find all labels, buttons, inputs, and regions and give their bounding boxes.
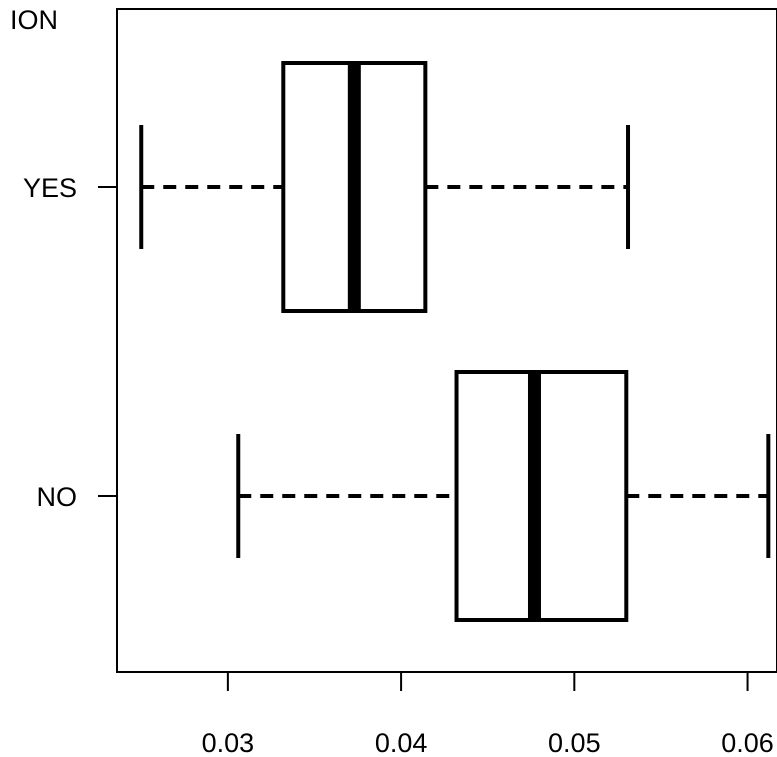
box-no — [236, 370, 771, 622]
y-tick-label: NO — [37, 482, 78, 512]
iqr-box — [454, 370, 629, 622]
plot-frame — [116, 8, 777, 673]
x-tick-label: 0.05 — [548, 728, 601, 757]
x-tick-label: 0.03 — [202, 728, 255, 757]
y-axis: YES NO — [23, 173, 117, 512]
chart-title: ION — [10, 5, 58, 35]
box-yes — [139, 61, 631, 313]
x-tick-label: 0.06 — [721, 728, 774, 757]
y-tick-label: YES — [23, 173, 77, 203]
x-axis: 0.03 0.04 0.05 0.06 — [202, 671, 774, 757]
boxes-group — [139, 61, 771, 622]
x-tick-label: 0.04 — [375, 728, 428, 757]
